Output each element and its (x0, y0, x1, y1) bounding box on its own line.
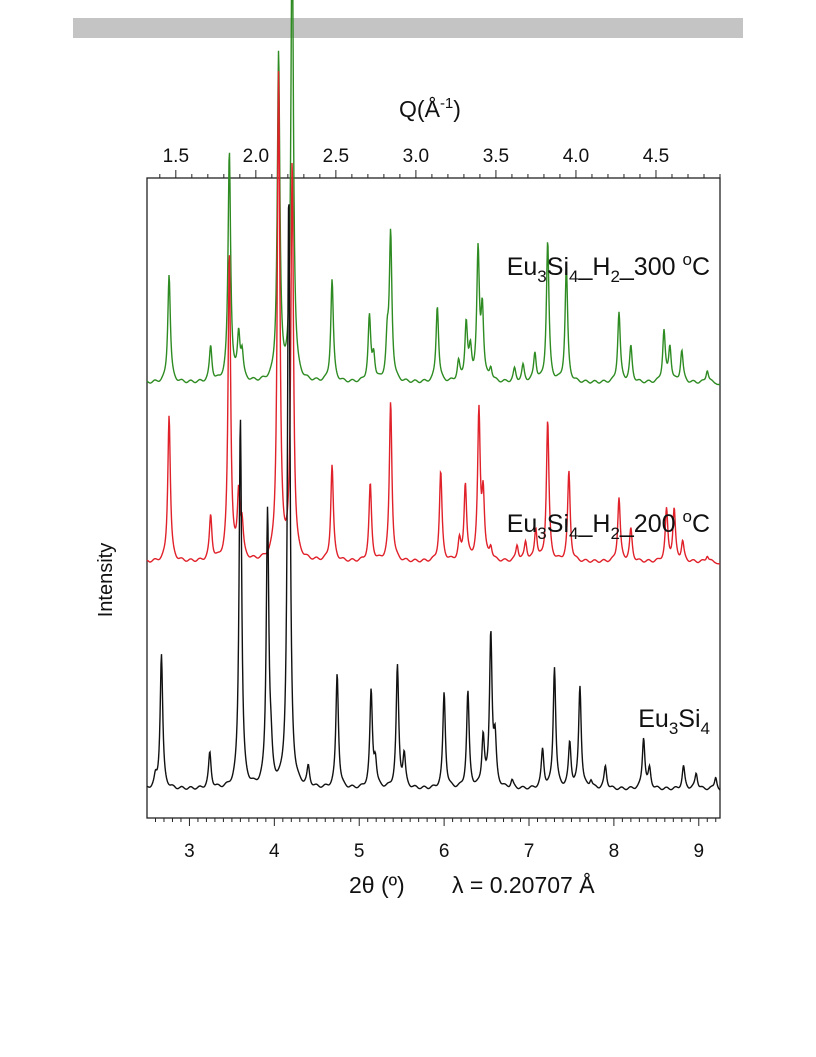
x-tick-label: 6 (439, 841, 450, 862)
top-axis-label: Q(Å-1) (399, 95, 461, 122)
series-trace (146, 204, 721, 791)
top-tick-label: 1.5 (163, 146, 189, 167)
x-tick-label: 9 (693, 841, 704, 862)
y-axis-label: Intensity (95, 543, 117, 617)
top-tick-label: 3.0 (403, 146, 429, 167)
top-tick-label: 3.5 (483, 146, 509, 167)
series-label: Eu3Si4 (638, 705, 710, 738)
series-labels: Eu3Si4_H2_300 oC Eu3Si4_H2_200 oC Eu3Si4 (507, 250, 710, 738)
x-tick-label: 4 (269, 841, 280, 862)
top-tick-label: 4.0 (563, 146, 589, 167)
header-bar (73, 18, 743, 38)
series-group (146, 0, 721, 791)
x-tick-label: 5 (354, 841, 365, 862)
series-label: Eu3Si4_H2_200 oC (507, 507, 710, 543)
series-trace (146, 71, 721, 565)
plot-frame (146, 177, 721, 819)
top-tick-label: 4.5 (643, 146, 669, 167)
x-tick-label: 8 (609, 841, 620, 862)
wavelength-label: λ = 0.20707 Å (452, 871, 595, 898)
bottom-ticks: 3 4 5 6 7 8 9 (154, 818, 717, 862)
series-label: Eu3Si4_H2_300 oC (507, 250, 710, 286)
x-tick-label: 3 (184, 841, 195, 862)
top-tick-label: 2.5 (323, 146, 349, 167)
x-tick-label: 7 (524, 841, 535, 862)
top-tick-label: 2.0 (243, 146, 269, 167)
bottom-axis-label: 2θ (º) (349, 872, 405, 898)
series-trace (146, 0, 721, 386)
top-ticks: 1.5 2.0 2.5 3.0 3.5 4.0 4.5 (159, 146, 721, 178)
